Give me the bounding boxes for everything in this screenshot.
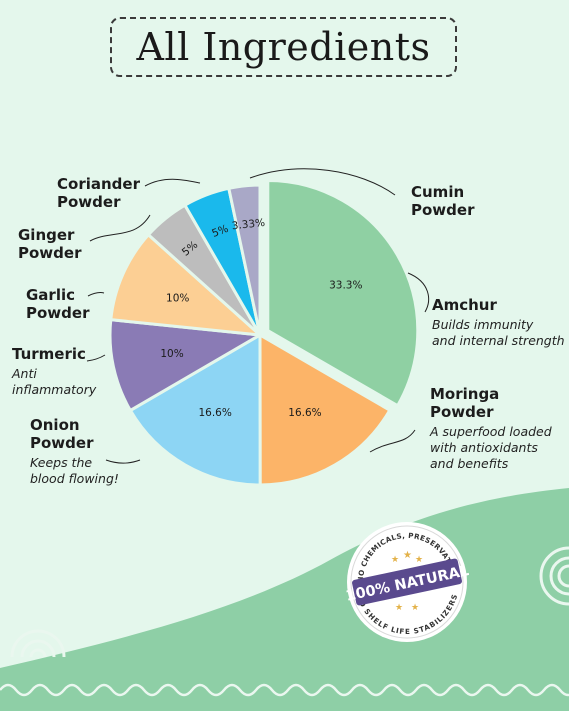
label-ginger-name-2: Powder: [18, 244, 82, 262]
label-turmeric-desc-2: inflammatory: [12, 382, 97, 397]
label-onion-name-2: Powder: [30, 434, 94, 452]
leader-line-cumin: [249, 168, 396, 196]
label-moringa-name-2: Powder: [430, 403, 494, 421]
title-box: All Ingredients: [110, 17, 457, 77]
label-garlic: Garlic Powder: [26, 286, 89, 322]
label-amchur-desc-2: and internal strength: [432, 333, 565, 348]
leader-line-onion: [105, 459, 141, 464]
label-cumin: Cumin Powder: [411, 183, 474, 219]
label-onion-desc-1: Keeps the: [30, 455, 93, 470]
pie-slice-turmeric: [108, 318, 265, 413]
label-moringa-desc-2: with antioxidants: [430, 440, 538, 455]
label-coriander-name-1: Coriander: [57, 175, 140, 193]
label-moringa-name-1: Moringa: [430, 385, 500, 403]
svg-text:★: ★: [395, 603, 403, 613]
leader-line-garlic: [87, 292, 105, 297]
label-cumin-name-2: Powder: [411, 201, 475, 219]
badge-star-icons: ★ ★ ★ ★ ★: [391, 550, 423, 613]
slice-label-turmeric: 10%: [160, 348, 183, 360]
leader-line-moringa: [369, 429, 416, 453]
pie-slice-amchur: [266, 179, 420, 408]
svg-text:★: ★: [411, 603, 419, 613]
leader-line-ginger: [89, 214, 151, 242]
page-title: All Ingredients: [136, 25, 431, 69]
label-onion: Onion Powder Keeps the blood flowing!: [30, 416, 119, 487]
leader-line-turmeric: [86, 354, 106, 362]
leader-line-coriander: [144, 178, 201, 187]
svg-text:★: ★: [415, 555, 423, 565]
badge-ribbon: [352, 558, 462, 606]
pie-slice-cumin-powder: [227, 183, 262, 336]
label-amchur: Amchur Builds immunity and internal stren…: [432, 296, 565, 349]
natural-badge: NO CHEMICALS, PRESERVATIVES NO SHELF LIF…: [345, 522, 469, 642]
decorative-rings-right: [539, 546, 569, 606]
label-turmeric-name: Turmeric: [12, 345, 86, 363]
label-coriander: Coriander Powder: [57, 175, 140, 211]
leader-line-amchur: [407, 272, 429, 313]
label-amchur-desc-1: Builds immunity: [432, 317, 534, 332]
svg-text:★: ★: [403, 550, 412, 561]
slice-label-cumin-powder: 3.33%: [231, 217, 265, 232]
label-moringa-desc-3: and benefits: [430, 456, 509, 471]
leader-lines: [86, 168, 429, 464]
label-ginger-name-1: Ginger: [18, 226, 75, 244]
label-ginger: Ginger Powder: [18, 226, 81, 262]
slice-label-coriander-powder: 5%: [210, 223, 230, 240]
label-garlic-name-1: Garlic: [26, 286, 76, 304]
svg-text:★: ★: [391, 555, 399, 565]
bottom-squiggle: [0, 683, 569, 697]
slice-label-moringa-powder: 16.6%: [288, 407, 321, 419]
pie-slice-onion-powder: [128, 332, 262, 487]
label-coriander-name-2: Powder: [57, 193, 121, 211]
label-amchur-name: Amchur: [432, 296, 497, 314]
slice-label-garlic-powder: 10%: [166, 293, 189, 305]
label-turmeric-desc-1: Anti: [12, 366, 37, 381]
label-garlic-name-2: Powder: [26, 304, 90, 322]
decorative-rings-left: [10, 629, 66, 658]
slice-label-onion-powder: 16.6%: [198, 407, 231, 419]
label-onion-desc-2: blood flowing!: [30, 471, 119, 486]
label-moringa-desc-1: A superfood loaded: [430, 424, 552, 439]
label-moringa: Moringa Powder A superfood loaded with ant…: [430, 385, 552, 472]
pie-slice-garlic-powder: [109, 232, 265, 337]
pie-slice-moringa-powder: [258, 332, 392, 487]
slice-label-amchur: 33.3%: [329, 280, 362, 292]
label-cumin-name-1: Cumin: [411, 183, 465, 201]
label-onion-name-1: Onion: [30, 416, 80, 434]
label-turmeric: Turmeric Anti inflammatory: [12, 345, 96, 398]
